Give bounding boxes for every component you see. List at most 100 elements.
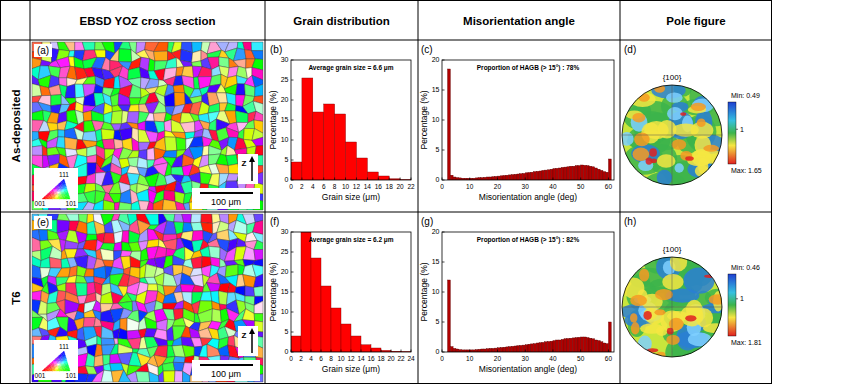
grain <box>147 284 158 291</box>
bar <box>517 174 520 180</box>
bar <box>302 78 313 180</box>
pole-base <box>622 257 722 357</box>
grain <box>225 111 237 124</box>
ipf-cell <box>59 184 63 187</box>
x-tick-label: 10 <box>342 183 350 190</box>
grain <box>182 214 192 223</box>
grain <box>242 309 254 321</box>
bar <box>575 166 578 180</box>
grain <box>87 155 97 163</box>
grain <box>154 42 169 52</box>
ipf-cell <box>56 359 60 362</box>
grain <box>153 113 166 122</box>
panel-label: (b) <box>270 44 282 55</box>
x-tick-label: 16 <box>375 183 383 190</box>
ipf-label: 101 <box>66 372 77 379</box>
panel-label: (g) <box>421 216 433 227</box>
y-tick <box>291 100 294 101</box>
table-line <box>265 1 266 384</box>
y-tick <box>291 292 294 293</box>
bar <box>506 175 509 180</box>
ipf-cell <box>59 187 63 190</box>
pole-outline <box>622 85 722 185</box>
bar <box>321 286 331 352</box>
grain <box>82 42 95 50</box>
grain <box>114 339 118 345</box>
grain <box>120 190 132 204</box>
scale-bar-bg <box>192 188 260 209</box>
x-tick-label: 2 <box>300 183 304 190</box>
arrow-head <box>249 328 255 334</box>
colorbar-tick <box>736 298 738 299</box>
grain <box>145 317 157 329</box>
grain <box>95 50 106 58</box>
x-tick-label: 60 <box>605 355 613 362</box>
pole-title: {100} <box>663 73 682 82</box>
ipf-cell <box>52 197 56 200</box>
bars <box>291 78 411 180</box>
bar <box>564 167 567 180</box>
grain <box>173 256 185 266</box>
bar <box>550 169 553 180</box>
bar <box>453 348 456 352</box>
grain <box>190 275 204 287</box>
ipf-cell <box>66 366 70 369</box>
grain <box>65 42 75 51</box>
grain <box>66 214 79 221</box>
bar <box>324 104 335 180</box>
grain <box>47 112 59 123</box>
table-line <box>620 1 621 384</box>
y-tick-label: 15 <box>432 86 440 93</box>
grain <box>154 273 164 286</box>
grain <box>154 337 168 346</box>
grain <box>83 93 95 106</box>
grain <box>136 372 150 383</box>
grain <box>65 241 79 250</box>
x-tick <box>301 178 302 181</box>
x-tick-label: 0 <box>289 355 293 362</box>
x-tick-label: 0 <box>289 183 293 190</box>
y-tick-label: 20 <box>432 228 440 235</box>
ipf-cell <box>60 189 64 192</box>
grain <box>163 150 177 158</box>
grain <box>103 233 115 244</box>
bar <box>553 341 556 352</box>
ipf-cell <box>51 194 55 197</box>
grain <box>130 256 141 268</box>
grain <box>102 275 110 285</box>
ipf-cell <box>64 189 68 192</box>
bar <box>595 340 598 352</box>
grain <box>50 257 62 268</box>
bar <box>559 168 562 180</box>
grain <box>51 95 62 106</box>
x-tick-label: 12 <box>347 355 355 362</box>
grain <box>129 231 140 243</box>
grain <box>163 214 175 222</box>
y-tick-label: 25 <box>281 248 289 255</box>
contour-blob <box>634 132 650 146</box>
colorbar-max: Max: 1.65 <box>731 167 762 174</box>
grain <box>138 229 148 242</box>
ipf-cell <box>57 364 61 367</box>
y-tick-label: 15 <box>281 288 289 295</box>
grain <box>84 191 96 205</box>
grain <box>199 344 207 357</box>
bar <box>559 340 562 352</box>
contour-blob <box>638 93 649 102</box>
figure: EBSD YOZ cross sectionGrain distribution… <box>0 0 855 384</box>
y-tick <box>291 120 294 121</box>
ipf-cell <box>51 366 55 369</box>
x-tick-label: 60 <box>605 183 613 190</box>
grain <box>254 111 263 121</box>
grain <box>84 277 94 284</box>
grain <box>228 336 235 347</box>
grain <box>32 146 43 156</box>
grain <box>252 51 263 60</box>
bar <box>311 258 321 352</box>
bar <box>484 177 487 180</box>
colorbar <box>728 274 736 336</box>
ipf-cell <box>61 364 65 367</box>
x-tick <box>321 350 322 353</box>
plot-frame <box>442 60 614 180</box>
grain <box>162 362 175 371</box>
